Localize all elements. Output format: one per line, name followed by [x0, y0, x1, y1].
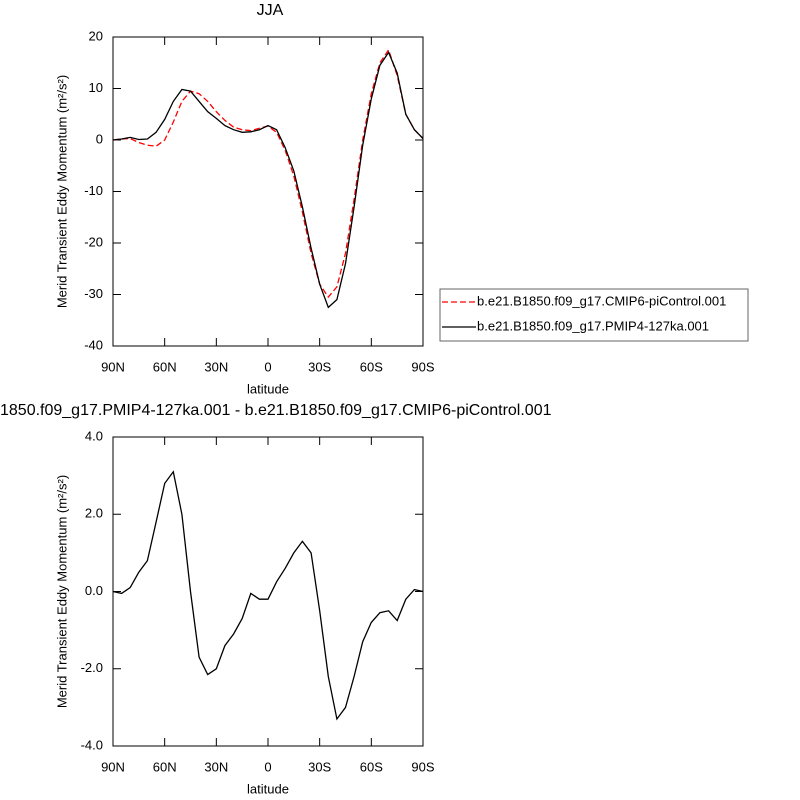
y-tick-label: -10 — [84, 183, 103, 198]
x-tick-label: 60N — [153, 359, 177, 374]
y-tick-label: 4.0 — [85, 428, 103, 443]
y-tick-label: 20 — [89, 28, 103, 43]
x-tick-label: 60S — [360, 759, 383, 774]
y-tick-label: 0 — [96, 131, 103, 146]
data-line — [112, 48, 424, 299]
x-axis-label: latitude — [247, 381, 289, 396]
data-line — [112, 51, 424, 309]
x-tick-label: 60S — [360, 359, 383, 374]
y-tick-label: 2.0 — [85, 506, 103, 521]
x-tick-label: 30N — [204, 759, 228, 774]
x-axis-label: latitude — [247, 781, 289, 796]
x-tick-label: 30N — [204, 359, 228, 374]
x-tick-label: 0 — [264, 759, 271, 774]
data-line — [112, 470, 424, 721]
y-tick-label: -4.0 — [81, 737, 103, 752]
x-tick-label: 90N — [101, 359, 125, 374]
y-tick-label: -40 — [84, 337, 103, 352]
y-tick-label: -2.0 — [81, 660, 103, 675]
x-tick-label: 90N — [101, 759, 125, 774]
y-axis-label: Merid Transient Eddy Momentum (m²/s²) — [54, 75, 69, 308]
y-tick-label: 0.0 — [85, 583, 103, 598]
legend-label: b.e21.B1850.f09_g17.CMIP6-piControl.001 — [477, 293, 726, 308]
y-tick-label: 10 — [89, 80, 103, 95]
plot-frame — [112, 436, 424, 747]
chart-title: 1850.f09_g17.PMIP4-127ka.001 - b.e21.B18… — [0, 402, 552, 419]
y-tick-label: -20 — [84, 234, 103, 249]
plot-frame — [112, 36, 424, 347]
y-tick-label: -30 — [84, 286, 103, 301]
x-tick-label: 30S — [308, 759, 331, 774]
x-tick-label: 90S — [411, 359, 434, 374]
y-axis-label: Merid Transient Eddy Momentum (m²/s²) — [54, 475, 69, 708]
x-tick-label: 90S — [411, 759, 434, 774]
x-tick-label: 60N — [153, 759, 177, 774]
x-tick-label: 30S — [308, 359, 331, 374]
chart-title: JJA — [257, 2, 284, 19]
legend-label: b.e21.B1850.f09_g17.PMIP4-127ka.001 — [477, 318, 709, 333]
x-tick-label: 0 — [264, 359, 271, 374]
legend-box — [439, 288, 749, 342]
